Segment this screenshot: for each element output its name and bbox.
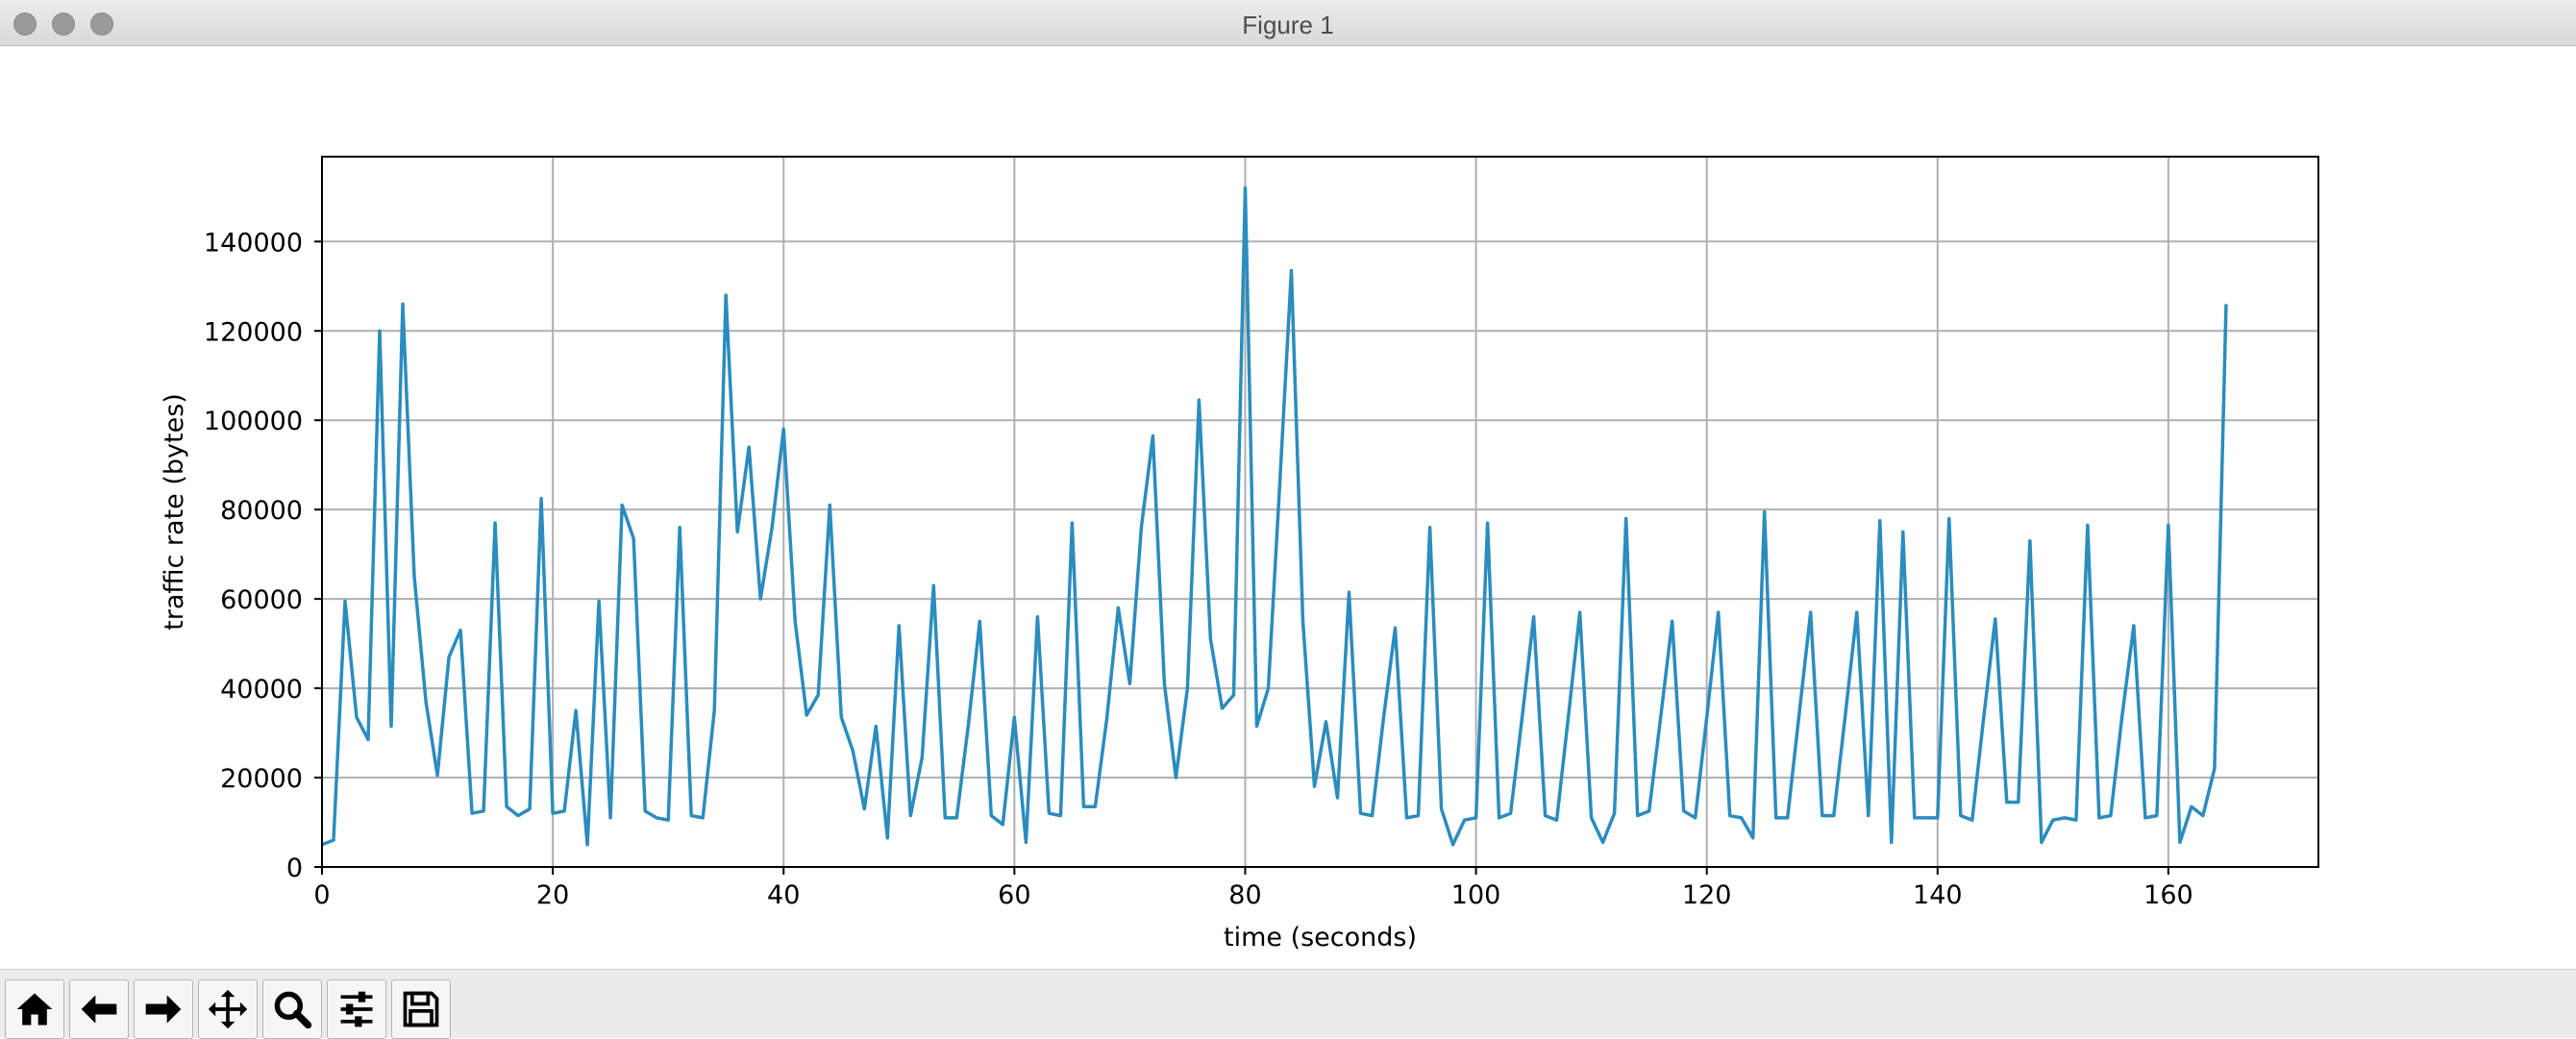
y-tick-label: 20000 (220, 764, 303, 794)
x-tick-label: 0 (313, 880, 330, 910)
ticks: 0 20 40 60 80 100 120 140 160 0 20000 40000 60000 800… (204, 228, 2193, 910)
minimize-window-button[interactable] (52, 12, 75, 36)
x-tick-label: 60 (998, 880, 1030, 910)
move-icon (208, 989, 248, 1029)
magnifier-icon (274, 991, 312, 1029)
series-layer (321, 186, 2228, 847)
x-tick-label: 40 (767, 880, 800, 910)
y-tick-label: 100000 (204, 407, 303, 436)
y-tick-label: 0 (286, 853, 303, 883)
x-tick-label: 100 (1451, 880, 1501, 910)
axes-frame (321, 156, 2319, 868)
back-button[interactable] (69, 979, 129, 1039)
save-button[interactable] (391, 979, 451, 1039)
home-button[interactable] (5, 979, 64, 1039)
pan-button[interactable] (198, 979, 258, 1039)
arrow-left-icon (81, 995, 117, 1024)
y-tick-label: 40000 (220, 675, 303, 705)
x-tick-label: 140 (1913, 880, 1963, 910)
forward-button[interactable] (134, 979, 193, 1039)
arrow-right-icon (145, 995, 182, 1024)
close-window-button[interactable] (13, 12, 37, 36)
y-axis-label: traffic rate (bytes) (160, 393, 189, 631)
zoom-window-button[interactable] (90, 12, 113, 36)
x-tick-label: 80 (1228, 880, 1261, 910)
window-title: Figure 1 (1242, 11, 1334, 39)
zoom-button[interactable] (262, 979, 322, 1039)
x-axis-label: time (seconds) (1224, 923, 1417, 952)
title-bar: Figure 1 (0, 0, 2576, 46)
sliders-icon (340, 991, 373, 1027)
home-icon (16, 993, 53, 1026)
y-tick-label: 80000 (220, 496, 303, 526)
x-tick-label: 20 (536, 880, 569, 910)
line-chart: 0 20 40 60 80 100 120 140 160 0 20000 40000 60000 800… (160, 156, 2319, 952)
figure-canvas[interactable]: 0 20 40 60 80 100 120 140 160 0 20000 40000 60000 800… (0, 46, 2576, 969)
navigation-toolbar (0, 969, 2576, 1039)
x-tick-label: 160 (2143, 880, 2193, 910)
y-tick-label: 140000 (204, 228, 303, 258)
x-tick-label: 120 (1682, 880, 1732, 910)
y-tick-label: 60000 (220, 585, 303, 615)
floppy-disk-icon (403, 991, 439, 1027)
series-line (321, 186, 2228, 847)
configure-subplots-button[interactable] (327, 979, 386, 1039)
y-tick-label: 120000 (204, 317, 303, 347)
